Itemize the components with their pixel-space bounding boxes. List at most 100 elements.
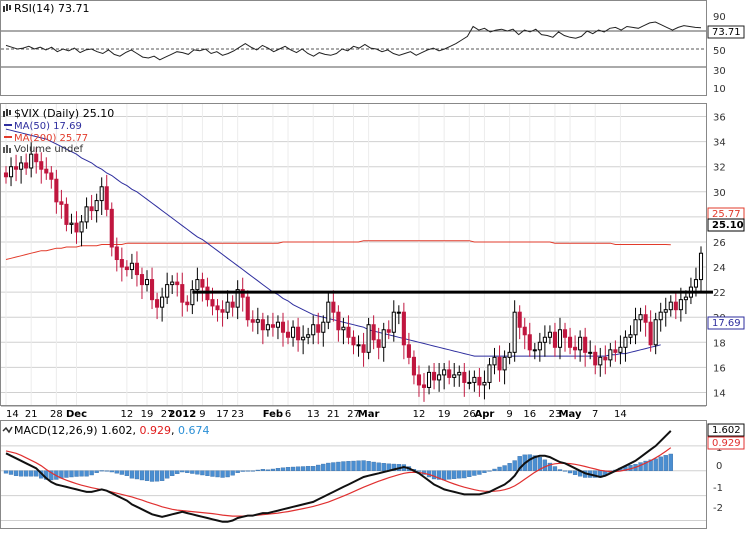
macd-histogram-bar <box>452 470 457 479</box>
candlestick <box>195 267 200 302</box>
candlestick <box>698 246 704 292</box>
macd-label: MACD(12,26,9) 1.602, 0.929, 0.674 <box>14 424 210 437</box>
candlestick <box>452 362 457 387</box>
candlestick <box>537 332 542 362</box>
candlestick <box>432 362 437 390</box>
rsi-label: RSI(14) 73.71 <box>14 2 89 15</box>
macd-panel: 1 0 -1 -2 1.602 0.929 MACD(12,26,9) 1.60… <box>0 420 745 529</box>
macd-histogram-bar <box>567 470 573 474</box>
date-tick-label: 7 <box>592 409 598 420</box>
candle-body <box>663 309 668 313</box>
rsi-gridlines <box>1 30 706 68</box>
candle-body <box>562 329 568 338</box>
date-tick-label: 14 <box>614 409 627 420</box>
candle-body <box>371 324 376 341</box>
macd-histogram-bar <box>34 470 39 477</box>
candle-body <box>291 326 296 338</box>
candle-body <box>552 331 557 348</box>
macd-tick-label: -1 <box>713 483 723 494</box>
candlestick <box>462 362 467 397</box>
candlestick <box>381 322 386 362</box>
macd-histogram-bar <box>492 468 497 471</box>
candlestick <box>608 342 613 367</box>
date-tick-label: 12 <box>413 409 426 420</box>
candle-body <box>462 371 467 383</box>
candlestick <box>618 335 623 365</box>
histogram-label-value: 0.674 <box>178 424 210 437</box>
candlestick <box>341 317 346 345</box>
candlestick <box>144 270 150 292</box>
candlestick <box>79 214 84 247</box>
macd-histogram-bar <box>235 470 240 473</box>
date-tick-label: 27 <box>347 409 360 420</box>
candle-body <box>391 311 396 333</box>
candlestick <box>255 307 260 335</box>
candle-body <box>482 381 487 386</box>
macd-histogram-bar <box>129 470 135 479</box>
candle-body <box>557 329 563 348</box>
candlestick-icon <box>3 4 11 12</box>
candlestick <box>542 325 547 357</box>
macd-histogram-bar <box>185 470 190 473</box>
candle-body <box>170 281 175 286</box>
candle-body <box>447 369 452 378</box>
macd-histogram-bar <box>658 456 663 471</box>
macd-histogram-bar <box>507 463 512 471</box>
candlestick <box>623 330 628 362</box>
macd-histogram-bar <box>260 469 266 471</box>
candle-body <box>361 344 366 353</box>
macd-histogram-bar <box>99 470 104 472</box>
price-tick-label: 26 <box>713 238 726 249</box>
macd-histogram-bar <box>29 470 34 477</box>
macd-histogram-bar <box>13 470 19 476</box>
candle-body <box>255 319 260 323</box>
rsi-tick-label: 10 <box>713 84 726 95</box>
candlestick <box>336 305 341 342</box>
candle-body <box>648 321 653 346</box>
macd-histogram-bar <box>69 470 74 478</box>
candle-body <box>129 262 134 271</box>
candlestick <box>366 317 371 360</box>
macd-histogram-bar <box>240 470 245 472</box>
price-tick-label: 22 <box>713 288 726 299</box>
macd-histogram-bar <box>295 466 301 471</box>
macd-histogram-bar <box>512 460 517 471</box>
rsi-tick-label: 30 <box>713 66 726 77</box>
candle-body <box>643 314 648 323</box>
candle-body <box>517 311 522 328</box>
macd-histogram-bar <box>23 470 29 477</box>
volume-icon <box>3 145 11 153</box>
macd-histogram-bar <box>542 459 548 471</box>
candle-body <box>54 178 59 203</box>
macd-histogram-bar <box>371 461 376 471</box>
candle-body <box>296 326 301 341</box>
macd-histogram-bar <box>547 462 553 471</box>
macd-histogram-bar <box>215 470 220 478</box>
candle-body <box>44 168 49 174</box>
macd-histogram-bar <box>653 458 658 471</box>
macd-histogram-bar <box>220 470 225 478</box>
macd-histogram-bar <box>416 470 422 472</box>
candle-body <box>144 279 150 286</box>
macd-histogram-bar <box>144 470 150 481</box>
candle-body <box>8 166 14 178</box>
candlestick <box>104 174 109 217</box>
candlestick <box>426 365 432 395</box>
candle-body <box>160 296 165 308</box>
macd-histogram-bar <box>391 463 396 471</box>
candle-body <box>507 351 512 358</box>
candlestick <box>603 345 608 375</box>
candle-body <box>336 311 341 331</box>
candle-body <box>437 374 442 381</box>
date-tick-label: 9 <box>199 409 205 420</box>
macd-histogram-bar <box>447 470 452 480</box>
last-price-badge: 25.10 <box>707 218 745 232</box>
candlestick <box>230 295 235 317</box>
candlestick <box>134 251 139 287</box>
candle-body <box>658 311 663 321</box>
macd-histogram-bar <box>502 465 507 471</box>
macd-histogram-bar <box>532 455 537 471</box>
candlestick <box>668 295 673 317</box>
